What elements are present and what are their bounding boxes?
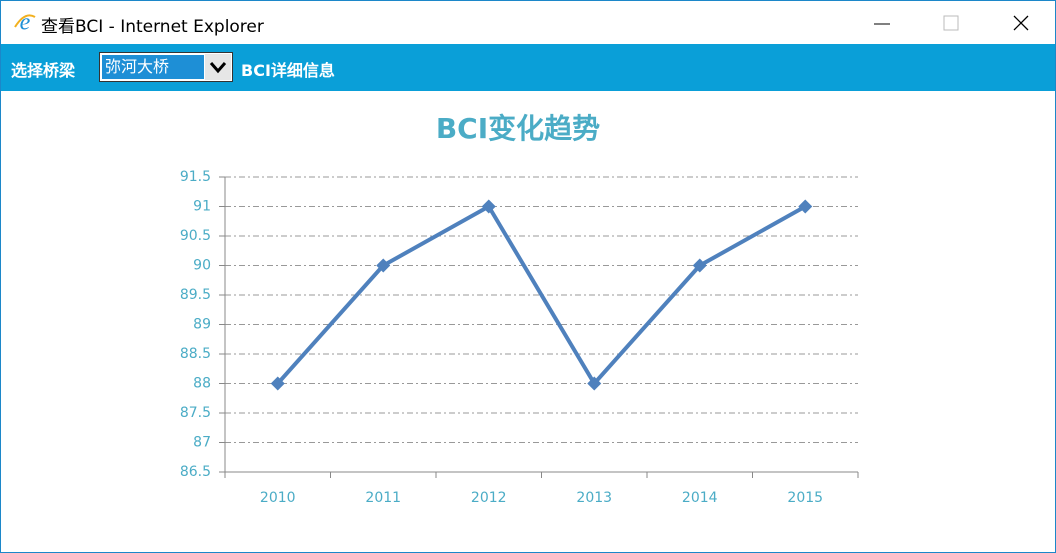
y-tick-label: 87 — [193, 435, 211, 451]
data-marker — [692, 258, 707, 273]
data-marker — [587, 376, 602, 391]
toolbar: 选择桥梁 弥河大桥 BCI详细信息 — [1, 44, 1055, 91]
bridge-label: 选择桥梁 — [11, 61, 76, 80]
close-button[interactable] — [1013, 15, 1029, 31]
window-title: 查看BCI - Internet Explorer — [41, 17, 264, 37]
detail-button[interactable]: BCI详细信息 — [241, 61, 335, 80]
y-tick-label: 86.5 — [180, 464, 211, 480]
x-tick-label: 2014 — [682, 490, 718, 506]
y-tick-label: 90.5 — [180, 228, 211, 244]
data-marker — [270, 376, 285, 391]
data-marker — [798, 199, 813, 214]
x-tick-label: 2012 — [471, 490, 507, 506]
y-tick-label: 87.5 — [180, 405, 211, 421]
y-tick-label: 91 — [193, 199, 211, 215]
data-marker — [376, 258, 391, 273]
data-marker — [481, 199, 496, 214]
title-bar: e 查看BCI - Internet Explorer — [1, 1, 1055, 44]
chart: BCI变化趋势 86.5 87 87.5 88 88.5 89 89.5 90 90.5 91 91… — [180, 112, 859, 506]
y-tick-label: 91.5 — [180, 169, 211, 185]
y-tick-label: 88.5 — [180, 346, 211, 362]
y-tick-label: 89.5 — [180, 287, 211, 303]
y-tick-label: 89 — [193, 317, 211, 333]
selected-bridge[interactable]: 弥河大桥 — [102, 55, 204, 79]
y-tick-label: 90 — [193, 258, 211, 274]
dropdown-button[interactable] — [205, 54, 231, 80]
ie-icon: e — [14, 11, 36, 35]
x-tick-label: 2015 — [787, 490, 823, 506]
data-line — [276, 204, 807, 386]
x-tick-label: 2010 — [260, 490, 296, 506]
x-tick-label: 2013 — [576, 490, 612, 506]
y-tick-label: 88 — [193, 376, 211, 392]
x-tick-label: 2011 — [365, 490, 401, 506]
bridge-select[interactable]: 弥河大桥 — [99, 52, 233, 82]
maximize-button[interactable] — [943, 15, 959, 31]
window-controls — [874, 15, 1029, 31]
svg-text:e: e — [20, 11, 31, 35]
chart-title: BCI变化趋势 — [436, 112, 600, 145]
dropdown-arrow — [209, 62, 227, 74]
